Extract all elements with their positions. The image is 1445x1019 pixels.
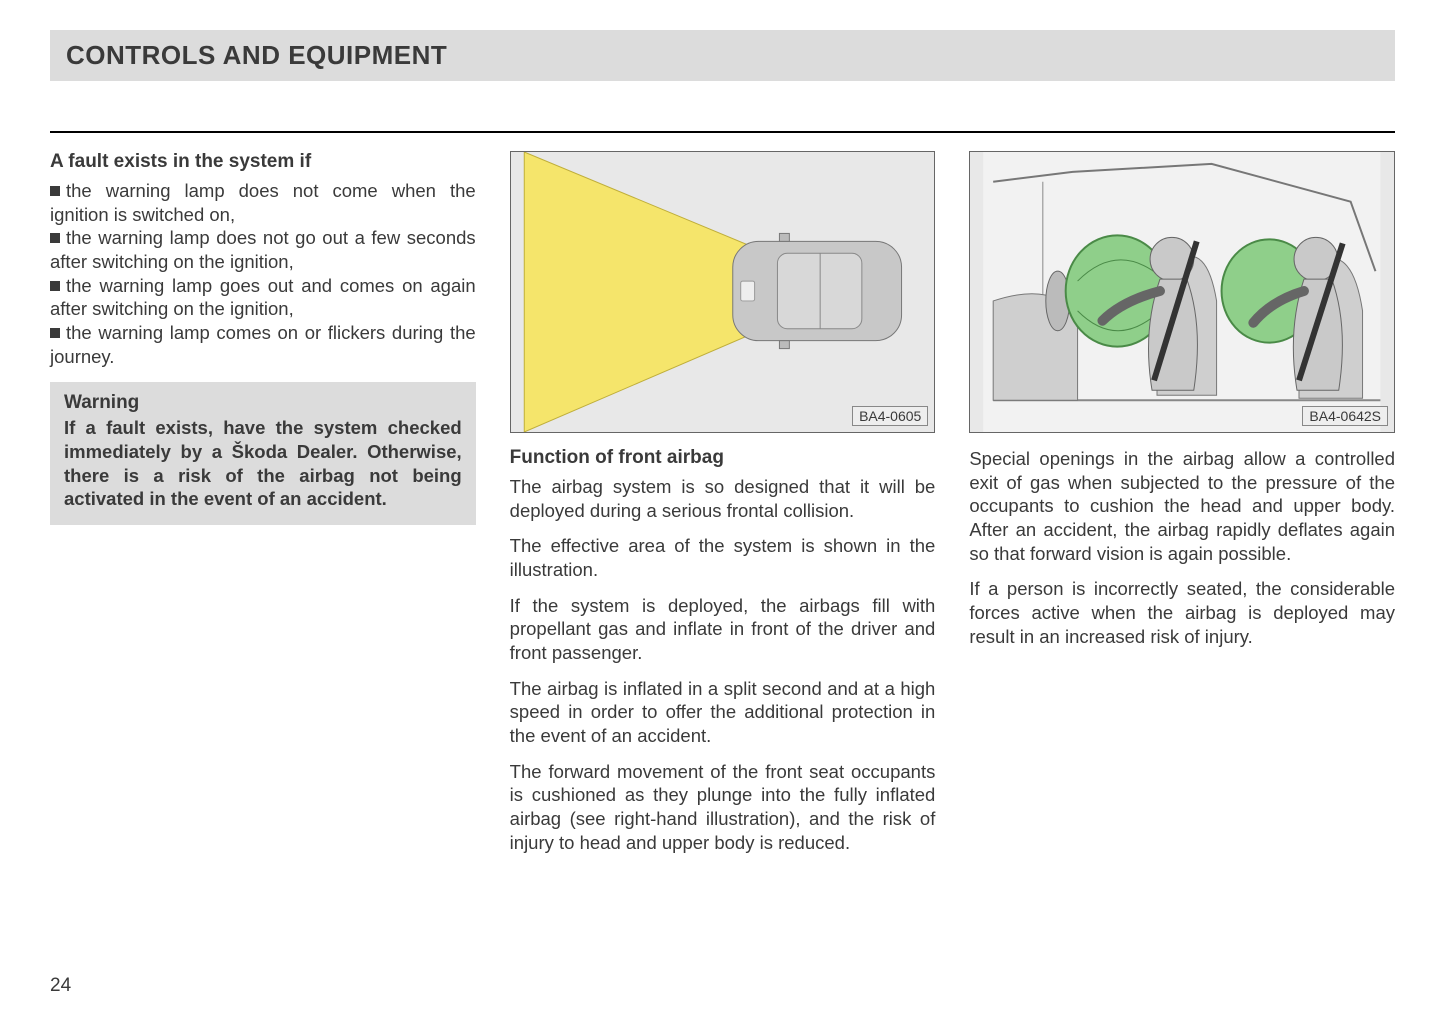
paragraph: The airbag is inflated in a split second… bbox=[510, 677, 936, 748]
figure-airbag-deployment: BA4-0642S bbox=[969, 151, 1395, 433]
paragraph: If a person is incorrectly seated, the c… bbox=[969, 577, 1395, 648]
bullet-text: the warning lamp goes out and comes on a… bbox=[50, 275, 476, 320]
section-header: CONTROLS AND EQUIPMENT bbox=[50, 30, 1395, 81]
column-middle: BA4-0605 Function of front airbag The ai… bbox=[510, 151, 936, 866]
section-title: CONTROLS AND EQUIPMENT bbox=[66, 40, 1379, 71]
paragraph: The forward movement of the front seat o… bbox=[510, 760, 936, 855]
paragraph: The effective area of the system is show… bbox=[510, 534, 936, 581]
airbag-illustration-icon bbox=[970, 152, 1394, 432]
figure-headlight-beam: BA4-0605 bbox=[510, 151, 936, 433]
column-right: BA4-0642S Special openings in the airbag… bbox=[969, 151, 1395, 866]
warning-body: If a fault exists, have the system check… bbox=[64, 416, 462, 511]
square-bullet-icon bbox=[50, 281, 60, 291]
headlight-illustration-icon bbox=[511, 152, 935, 432]
figure-label: BA4-0605 bbox=[852, 406, 928, 426]
bullet-text: the warning lamp does not come when the … bbox=[50, 180, 476, 225]
warning-callout: Warning If a fault exists, have the syst… bbox=[50, 382, 476, 525]
paragraph: The airbag system is so designed that it… bbox=[510, 475, 936, 522]
function-heading: Function of front airbag bbox=[510, 447, 936, 469]
column-left: A fault exists in the system if the warn… bbox=[50, 151, 476, 866]
list-item: the warning lamp does not go out a few s… bbox=[50, 226, 476, 273]
list-item: the warning lamp goes out and comes on a… bbox=[50, 274, 476, 321]
figure-label: BA4-0642S bbox=[1302, 406, 1388, 426]
bullet-text: the warning lamp does not go out a few s… bbox=[50, 227, 476, 272]
three-column-layout: A fault exists in the system if the warn… bbox=[50, 151, 1395, 866]
paragraph: If the system is deployed, the airbags f… bbox=[510, 594, 936, 665]
warning-title: Warning bbox=[64, 392, 462, 414]
fault-bullet-list: the warning lamp does not come when the … bbox=[50, 179, 476, 368]
fault-heading: A fault exists in the system if bbox=[50, 151, 476, 173]
page-number: 24 bbox=[50, 975, 71, 997]
paragraph: Special openings in the airbag allow a c… bbox=[969, 447, 1395, 565]
horizontal-rule bbox=[50, 131, 1395, 133]
list-item: the warning lamp does not come when the … bbox=[50, 179, 476, 226]
list-item: the warning lamp comes on or flickers du… bbox=[50, 321, 476, 368]
square-bullet-icon bbox=[50, 233, 60, 243]
square-bullet-icon bbox=[50, 328, 60, 338]
square-bullet-icon bbox=[50, 186, 60, 196]
bullet-text: the warning lamp comes on or flickers du… bbox=[50, 322, 476, 367]
